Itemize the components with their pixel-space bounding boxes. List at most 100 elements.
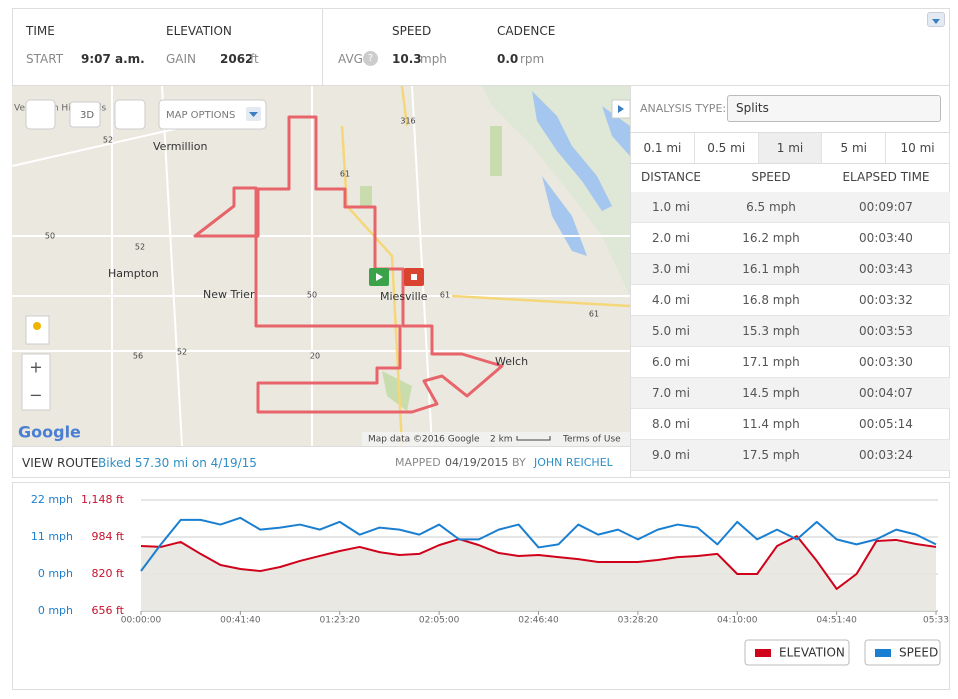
table-header: DISTANCE SPEED ELAPSED TIME bbox=[631, 163, 950, 192]
cell: 17.5 mph bbox=[742, 448, 800, 462]
tab[interactable]: 10 mi bbox=[886, 133, 950, 163]
unit: ft bbox=[250, 52, 259, 66]
pegman-icon bbox=[33, 322, 41, 330]
author-link[interactable]: JOHN REICHEL bbox=[534, 456, 613, 469]
route-link[interactable]: Biked 57.30 mi on 4/19/15 bbox=[98, 456, 257, 470]
map-options-label: MAP OPTIONS bbox=[166, 110, 235, 121]
cell: 1.0 mi bbox=[652, 200, 690, 214]
tab[interactable]: 1 mi bbox=[758, 133, 823, 163]
label: MAPPED bbox=[395, 456, 441, 469]
icon bbox=[932, 19, 940, 24]
legend-swatch bbox=[875, 649, 891, 657]
divider bbox=[322, 8, 323, 85]
road-shield: 52 bbox=[103, 136, 113, 145]
place-label: Welch bbox=[495, 355, 528, 368]
place-label: New Trier bbox=[203, 288, 255, 301]
road-shield: 52 bbox=[177, 348, 187, 357]
tab[interactable]: 0.1 mi bbox=[631, 133, 695, 163]
label: TIME bbox=[26, 24, 55, 38]
cell: 11.4 mph bbox=[742, 417, 800, 431]
label: AVG bbox=[338, 52, 363, 66]
column-header: DISTANCE bbox=[641, 170, 701, 184]
table-row: 4.0 mi 16.8 mph 00:03:32 bbox=[631, 285, 950, 316]
cell: 00:03:53 bbox=[859, 324, 913, 338]
y-tick-label: 1,148 ft bbox=[81, 493, 125, 506]
divider bbox=[12, 446, 630, 447]
help-icon[interactable]: ? bbox=[363, 51, 378, 66]
cell: 00:03:43 bbox=[859, 262, 913, 276]
legend-label: ELEVATION bbox=[779, 646, 845, 660]
places: Vermillion Hampton New Trier Miesville W… bbox=[14, 104, 528, 369]
cell: 4.0 mi bbox=[652, 293, 690, 307]
road-shield: 50 bbox=[307, 291, 317, 300]
fullscreen-button[interactable] bbox=[25, 99, 56, 130]
x-tick-label: 00:41:40 bbox=[220, 616, 261, 626]
legend-button[interactable] bbox=[744, 639, 850, 666]
pegman[interactable] bbox=[25, 315, 50, 345]
chart-panel bbox=[12, 482, 950, 690]
map: Vermillion Hampton New Trier Miesville W… bbox=[12, 86, 630, 446]
divider bbox=[12, 85, 950, 86]
y-tick-label: 656 ft bbox=[92, 604, 125, 617]
cell: 00:04:07 bbox=[859, 386, 913, 400]
label: BY bbox=[512, 456, 526, 469]
arrow bbox=[932, 19, 940, 24]
cell: 00:03:24 bbox=[859, 448, 913, 462]
cell: 00:03:40 bbox=[859, 231, 913, 245]
value: 9:07 a.m. bbox=[81, 52, 145, 66]
zoom-in[interactable]: + bbox=[29, 358, 42, 377]
y-tick-label: 984 ft bbox=[92, 530, 125, 543]
arrow bbox=[618, 105, 624, 113]
analysis-select[interactable]: Splits bbox=[727, 95, 941, 122]
place-label: Miesville bbox=[380, 290, 428, 303]
cell: 16.2 mph bbox=[742, 231, 800, 245]
cell: 6.0 mi bbox=[652, 355, 690, 369]
cell: 16.1 mph bbox=[742, 262, 800, 276]
value: 0.0 bbox=[497, 52, 519, 66]
water bbox=[532, 91, 630, 256]
table-row: 7.0 mi 14.5 mph 00:04:07 bbox=[631, 378, 950, 409]
label: GAIN bbox=[166, 52, 197, 66]
y-tick-label: 820 ft bbox=[92, 567, 125, 580]
cell: 5.0 mi bbox=[652, 324, 690, 338]
x-tick-label: 04:10:00 bbox=[717, 616, 758, 626]
x-tick-label: 02:46:40 bbox=[518, 616, 559, 626]
cell: 2.0 mi bbox=[652, 231, 690, 245]
rotate-button[interactable] bbox=[114, 99, 146, 130]
start-icon bbox=[376, 273, 383, 281]
legend-swatch bbox=[755, 649, 771, 657]
cell: 7.0 mi bbox=[652, 386, 690, 400]
3d-label: 3D bbox=[80, 110, 94, 121]
column-header: SPEED bbox=[751, 170, 791, 184]
legend-label: SPEED bbox=[899, 646, 938, 660]
cell: 9.0 mi bbox=[652, 448, 690, 462]
series-line bbox=[140, 535, 937, 590]
valley bbox=[482, 86, 630, 296]
road-shield: 61 bbox=[340, 170, 350, 179]
road-shield: 61 bbox=[589, 310, 599, 319]
value: 10.3 bbox=[392, 52, 422, 66]
value: 04/19/2015 bbox=[445, 456, 509, 469]
table-row: 3.0 mi 16.1 mph 00:03:43 bbox=[631, 254, 950, 285]
y2-tick-label: 0 mph bbox=[38, 567, 73, 580]
roads bbox=[12, 86, 630, 446]
x-tick-label: 02:05:00 bbox=[419, 616, 460, 626]
table-row: 2.0 mi 16.2 mph 00:03:40 bbox=[631, 223, 950, 254]
terms: Terms of Use bbox=[562, 435, 621, 445]
zoom-out[interactable]: − bbox=[29, 386, 42, 405]
label: CADENCE bbox=[497, 24, 556, 38]
tab[interactable]: 5 mi bbox=[822, 133, 887, 163]
cell: 00:03:32 bbox=[859, 293, 913, 307]
x-tick-label: 05:33 bbox=[923, 616, 949, 626]
map-options-button[interactable] bbox=[158, 99, 267, 130]
collapse-button[interactable] bbox=[927, 12, 945, 27]
elevation-area bbox=[141, 536, 937, 611]
x-tick-label: 03:28:20 bbox=[618, 616, 659, 626]
label: START bbox=[26, 52, 64, 66]
3d-button[interactable] bbox=[69, 101, 101, 128]
y2-tick-label: 0 mph bbox=[38, 604, 73, 617]
legend-button[interactable] bbox=[864, 639, 941, 666]
tab[interactable]: 0.5 mi bbox=[695, 133, 759, 163]
x-tick-label: 00:00:00 bbox=[121, 616, 162, 626]
